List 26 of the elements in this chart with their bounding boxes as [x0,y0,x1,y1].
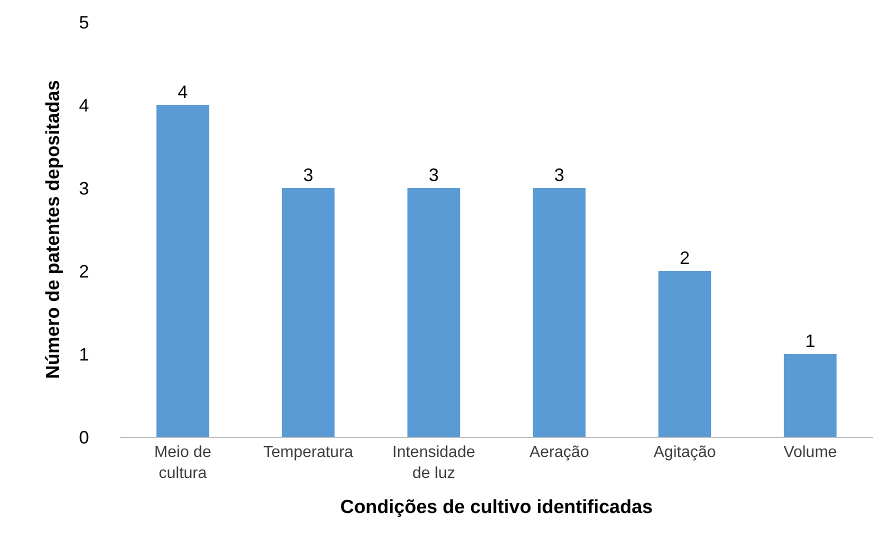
x-tick-label: Temperatura [263,444,354,462]
bar [282,188,335,437]
data-label: 2 [680,248,690,268]
bar [407,188,460,437]
bar [532,188,586,437]
data-label: 3 [428,165,439,185]
x-tick-label: Aeração [529,444,590,462]
data-label: 4 [178,82,188,102]
y-tick-label: 4 [78,95,89,116]
data-label: 3 [554,165,564,185]
bar [658,271,712,437]
x-tick-label: Intensidade de luz [392,444,476,482]
y-tick-label: 3 [78,178,89,198]
x-axis-title: Condições de cultivo identificadas [340,496,653,518]
data-label: 1 [805,331,816,351]
data-label: 3 [303,165,314,185]
x-tick-label: Volume [784,444,838,462]
x-tick-label: Agitação [654,444,716,462]
y-tick-label: 2 [78,261,89,282]
y-tick-label: 5 [78,12,89,32]
y-tick-label: 0 [78,427,89,448]
bar [784,354,837,437]
y-axis-title: Número de patentes depositadas [42,80,64,379]
bar [156,105,210,437]
y-tick-label: 1 [78,344,89,364]
x-tick-label: Meio de cultura [154,444,212,482]
